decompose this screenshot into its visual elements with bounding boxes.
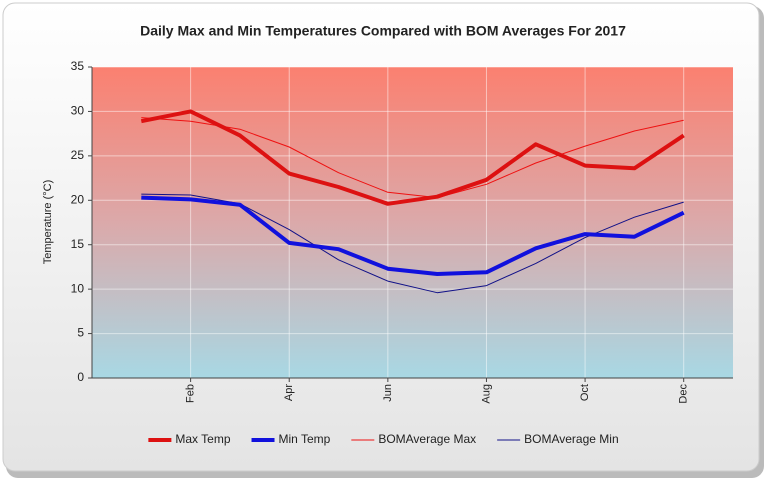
y-tick-label: 20: [71, 192, 85, 206]
legend-label: BOMAverage Max: [378, 432, 476, 446]
x-tick-label: Aug: [480, 384, 492, 404]
plot-area: [92, 67, 733, 378]
chart-title: Daily Max and Min Temperatures Compared …: [140, 23, 626, 39]
x-tick-label: Feb: [185, 384, 197, 403]
x-tick-label: Apr: [283, 384, 295, 401]
y-axis-label: Temperature (°C): [42, 180, 54, 264]
legend-label: BOMAverage Min: [524, 432, 618, 446]
y-tick-label: 25: [71, 148, 85, 162]
x-tick-label: Oct: [579, 384, 591, 401]
x-tick-label: Jun: [382, 384, 394, 402]
y-tick-label: 0: [77, 370, 84, 384]
legend-label: Max Temp: [175, 432, 230, 446]
y-tick-label: 5: [77, 326, 84, 340]
y-tick-label: 10: [71, 281, 85, 295]
y-tick-label: 15: [71, 237, 85, 251]
y-tick-label: 30: [71, 104, 85, 118]
series-line: [141, 117, 684, 199]
x-tick-label: Dec: [678, 384, 690, 404]
series-line: [141, 195, 685, 276]
series-line: [140, 109, 685, 206]
y-tick-label: 35: [71, 59, 85, 73]
legend-label: Min Temp: [279, 432, 331, 446]
